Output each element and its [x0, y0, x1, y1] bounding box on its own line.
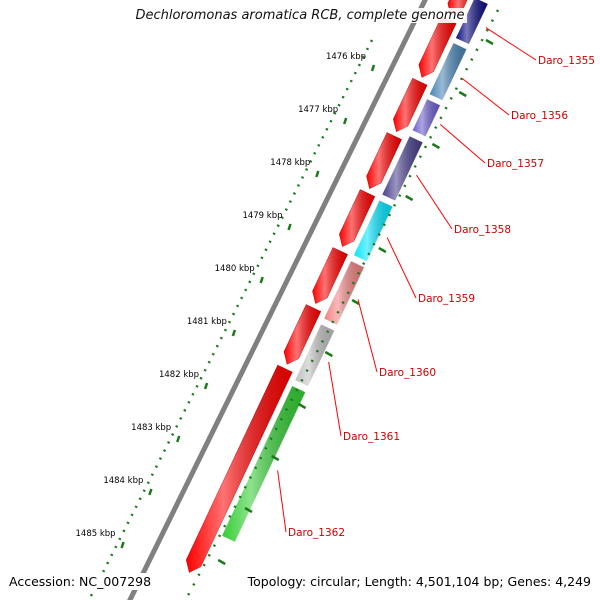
gc-tick-mark: [351, 298, 360, 306]
cds-arrow-highlight: [186, 365, 293, 573]
gene-label-leader: [461, 77, 510, 116]
cds-arrow-highlight: [366, 132, 402, 189]
gene-label: Daro_1358: [454, 224, 511, 236]
cds-arrow-highlight: [339, 189, 375, 247]
ruler-tick: [315, 170, 320, 178]
ruler-tick: [342, 117, 348, 125]
gc-tick-mark: [485, 38, 494, 46]
gene-label-leader: [439, 124, 486, 164]
genome-summary-text: Topology: circular; Length: 4,501,104 bp…: [244, 573, 594, 590]
gc-tick-mark: [297, 402, 307, 410]
ruler-tick-label: 1478 kbp: [270, 158, 310, 168]
gc-tick-mark: [271, 454, 280, 462]
gene-label: Daro_1362: [288, 527, 345, 539]
gene-block-highlight: [381, 135, 424, 202]
backbone-circle: [127, 0, 428, 600]
ruler-tick-label: 1482 kbp: [159, 370, 199, 380]
gene-label: Daro_1355: [538, 55, 595, 67]
gc-tick-mark: [378, 246, 387, 254]
gene-label: Daro_1361: [343, 431, 400, 443]
gene-label: Daro_1360: [379, 367, 436, 379]
gene-label-leader: [328, 361, 342, 437]
ruler-tick-label: 1477 kbp: [298, 105, 338, 115]
ruler-tick-label: 1476 kbp: [326, 52, 366, 62]
gene-label-leader: [416, 174, 453, 230]
gc-tick-mark: [217, 558, 226, 566]
gene-block-highlight: [429, 42, 467, 101]
cds-arrow-highlight: [312, 247, 348, 304]
gene-label: Daro_1357: [487, 158, 544, 170]
gc-tick-mark: [244, 506, 253, 514]
ruler-tick-label: 1479 kbp: [242, 211, 282, 221]
cds-arrow-highlight: [418, 16, 456, 78]
map-title: Dechloromonas aromatica RCB, complete ge…: [133, 8, 467, 23]
gc-tick-mark: [324, 350, 333, 358]
ruler-tick: [231, 329, 237, 337]
ruler-tick-label: 1484 kbp: [103, 476, 143, 486]
gene-block-highlight: [294, 324, 335, 387]
gene-block-highlight: [455, 0, 489, 45]
gene-label-leader: [386, 237, 417, 299]
gene-label-leader: [357, 299, 378, 373]
gene-block-highlight: [412, 98, 441, 137]
gene-block-highlight: [221, 385, 306, 543]
gc-tick-mark: [458, 90, 467, 98]
gene-label: Daro_1359: [418, 293, 475, 305]
ruler-tick: [287, 223, 292, 231]
ruler-tick: [120, 541, 125, 549]
gene-block-highlight: [353, 200, 393, 262]
gene-block-highlight: [323, 260, 365, 326]
ruler-tick-label: 1481 kbp: [187, 317, 227, 327]
ruler-tick-label: 1480 kbp: [215, 264, 255, 274]
ruler-tick: [259, 276, 264, 284]
cds-arrow-highlight: [393, 78, 427, 132]
gc-tick-mark: [405, 194, 414, 202]
gene-label: Daro_1356: [511, 110, 568, 122]
gene-label-leader: [277, 470, 287, 533]
ruler-tick: [176, 435, 181, 443]
ruler-tick: [370, 64, 376, 72]
ruler-tick-label: 1483 kbp: [131, 423, 171, 433]
ruler-tick: [203, 382, 209, 390]
ruler-tick: [148, 488, 153, 496]
cds-arrow-highlight: [284, 304, 321, 365]
gene-label-leader: [485, 27, 537, 61]
accession-text: Accession: NC_007298: [6, 573, 155, 590]
ruler-tick-label: 1485 kbp: [76, 529, 116, 539]
gc-tick-mark: [431, 142, 441, 150]
